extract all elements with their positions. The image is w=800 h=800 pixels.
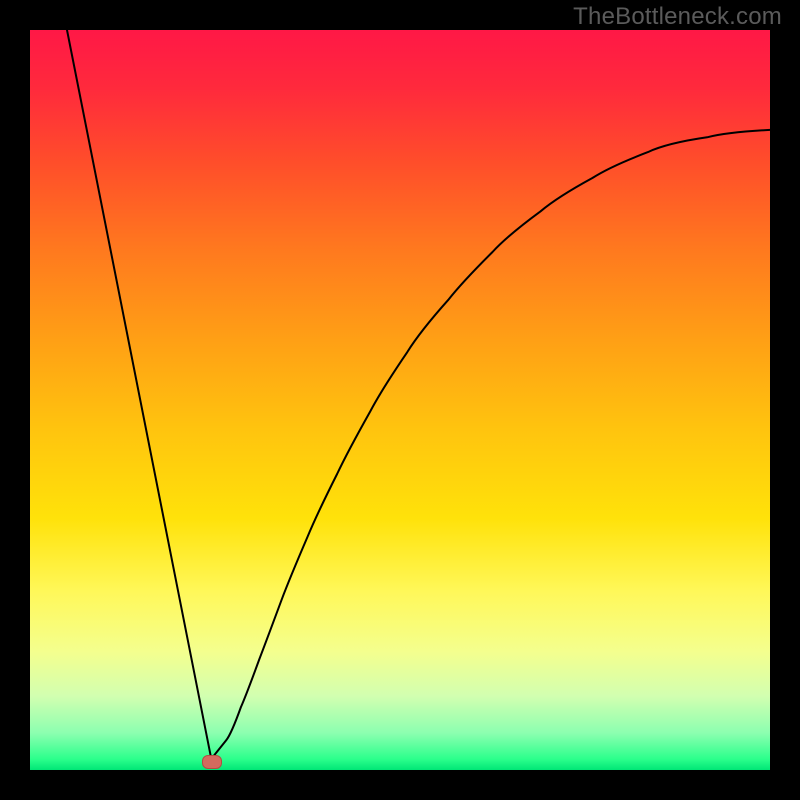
- watermark-text: TheBottleneck.com: [573, 3, 782, 31]
- plot-area: [30, 30, 770, 770]
- optimum-marker: [202, 755, 222, 769]
- bottleneck-curve: [67, 30, 770, 759]
- bottleneck-curve-svg: [30, 30, 770, 770]
